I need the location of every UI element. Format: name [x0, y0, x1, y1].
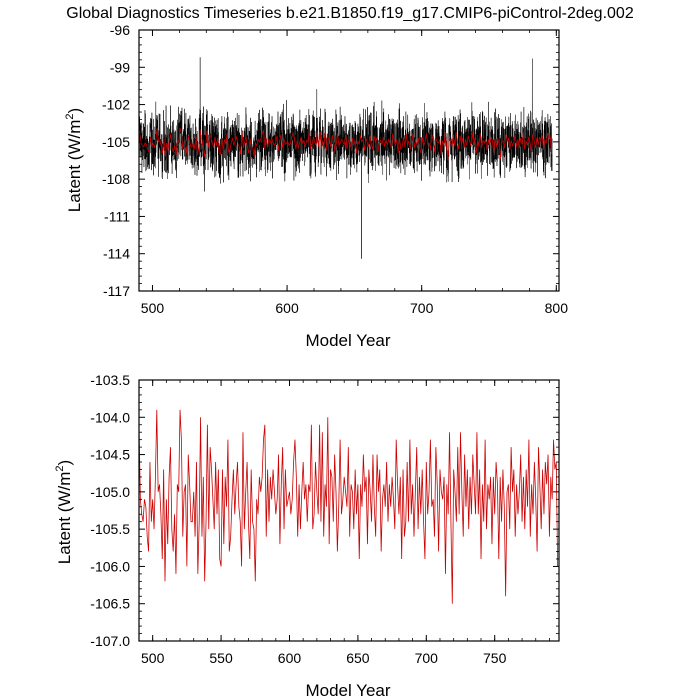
- bottom-x-tick-label: 650: [346, 650, 370, 666]
- bottom-annual-mean-line: [139, 410, 558, 604]
- top-plot-frame: [139, 30, 559, 291]
- top-x-axis-title: Model Year: [305, 331, 390, 350]
- bottom-y-tick-label: -103.5: [90, 372, 130, 388]
- top-y-tick-label: -111: [104, 208, 130, 224]
- top-monthly-line: [139, 57, 552, 258]
- bottom-y-tick-label: -104.5: [90, 447, 130, 463]
- bottom-y-tick-label: -106.0: [90, 558, 130, 574]
- bottom-y-tick-label: -105.5: [90, 521, 130, 537]
- top-x-tick-label: 500: [141, 300, 165, 316]
- top-y-tick-label: -96: [110, 22, 130, 38]
- top-y-tick-label: -108: [102, 171, 130, 187]
- bottom-x-tick-label: 550: [209, 650, 233, 666]
- top-chart: -96 -99 -102 -105 -108 -111 -114 -117 500 600 700 8…: [64, 22, 568, 350]
- bottom-y-tick-label: -107.0: [90, 633, 130, 649]
- bottom-y-tick-label: -105.0: [90, 484, 130, 500]
- top-y-axis-title: Latent (W/m2): [64, 108, 84, 212]
- bottom-x-tick-label: 600: [278, 650, 302, 666]
- bottom-chart: -103.5 -104.0 -104.5 -105.0 -105.5 -106.0 -106…: [54, 372, 559, 700]
- top-x-tick-label: 700: [410, 300, 434, 316]
- bottom-x-tick-label: 750: [483, 650, 507, 666]
- top-x-tick-label: 600: [275, 300, 299, 316]
- bottom-x-tick-label: 500: [141, 650, 165, 666]
- top-x-tick-label: 800: [545, 300, 569, 316]
- top-y-tick-label: -99: [110, 59, 130, 75]
- bottom-y-tick-label: -104.0: [90, 409, 130, 425]
- bottom-y-tick-label: -106.5: [90, 596, 130, 612]
- top-y-tick-label: -105: [102, 134, 130, 150]
- top-y-tick-label: -114: [103, 246, 130, 262]
- top-y-tick-label: -117: [103, 283, 130, 299]
- bottom-x-axis-title: Model Year: [305, 681, 390, 700]
- chart-title: Global Diagnostics Timeseries b.e21.B185…: [66, 5, 634, 22]
- chart-canvas: Global Diagnostics Timeseries b.e21.B185…: [0, 0, 700, 700]
- bottom-y-axis-title: Latent (W/m2): [54, 460, 74, 564]
- top-y-tick-label: -102: [102, 97, 130, 113]
- bottom-x-tick-label: 700: [415, 650, 439, 666]
